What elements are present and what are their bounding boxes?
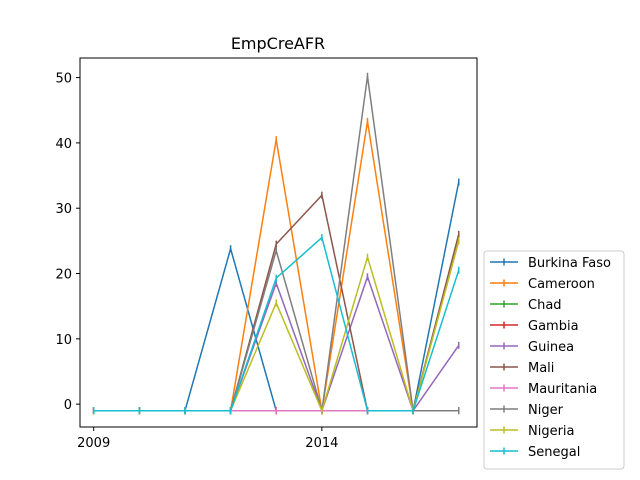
y-tick-label: 40 — [55, 137, 72, 152]
y-tick-label: 50 — [55, 72, 72, 87]
legend-label-gambia: Gambia — [528, 319, 579, 334]
plot-area-frame — [79, 57, 478, 428]
legend-label-burkina-faso: Burkina Faso — [528, 256, 611, 271]
legend-label-guinea: Guinea — [528, 340, 574, 355]
legend-label-senegal: Senegal — [528, 445, 580, 460]
legend-label-mauritania: Mauritania — [528, 382, 597, 397]
x-tick-label: 2014 — [305, 436, 338, 451]
y-axis: 0 10 20 30 40 50 — [55, 72, 80, 413]
legend-label-mali: Mali — [528, 361, 554, 376]
legend-label-chad: Chad — [528, 298, 562, 313]
legend-label-niger: Niger — [528, 403, 564, 418]
legend-label-nigeria: Nigeria — [528, 424, 575, 439]
legend-box — [483, 250, 625, 470]
legend-label-cameroon: Cameroon — [528, 277, 595, 292]
legend: Burkina Faso Cameroon Chad Gambia Guinea Mali… — [483, 250, 625, 470]
x-axis: 2009 2014 — [77, 427, 338, 451]
plot-lines — [92, 72, 460, 415]
y-tick-label: 0 — [64, 398, 72, 413]
chart-title: EmpCreAFR — [231, 34, 325, 53]
y-tick-label: 30 — [55, 202, 72, 217]
y-tick-label: 20 — [55, 268, 72, 283]
y-tick-label: 10 — [55, 333, 72, 348]
x-tick-label: 2009 — [77, 436, 110, 451]
